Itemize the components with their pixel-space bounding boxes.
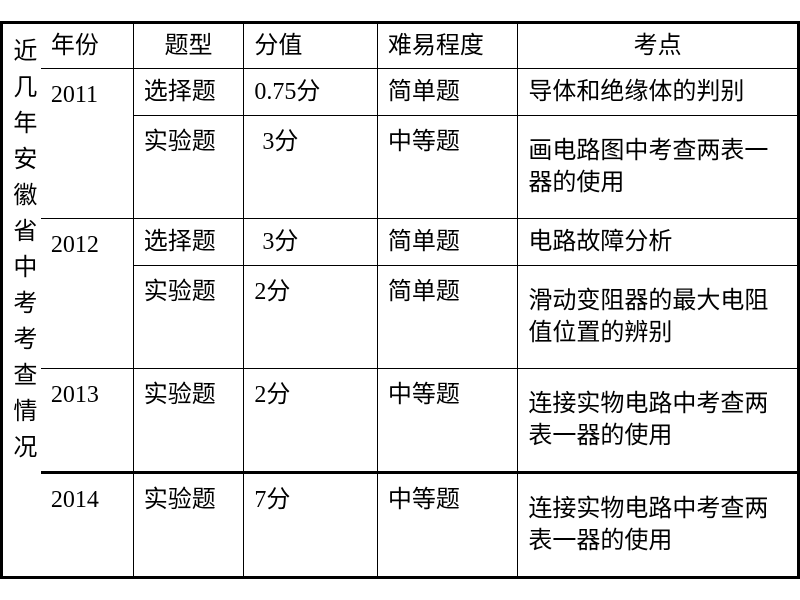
table-row: 2014 实验题 7分 中等题 连接实物电路中考查两表一器的使用 [41, 473, 797, 577]
cell-diff: 简单题 [377, 266, 517, 369]
table-row: 2012 选择题 3分 简单题 电路故障分析 [41, 219, 797, 266]
table-row: 2011 选择题 0.75分 简单题 导体和绝缘体的判别 [41, 69, 797, 116]
col-header-year: 年份 [41, 24, 133, 69]
cell-diff: 中等题 [377, 369, 517, 473]
table-vertical-title-cell: 近几年安徽省中考考查情况 [3, 24, 41, 576]
table-header-row: 年份 题型 分值 难易程度 考点 [41, 24, 797, 69]
cell-score: 3分 [244, 116, 378, 219]
cell-year: 2012 [41, 219, 133, 369]
cell-score: 2分 [244, 266, 378, 369]
cell-score: 0.75分 [244, 69, 378, 116]
cell-topic: 滑动变阻器的最大电阻值位置的辨别 [518, 266, 797, 369]
exam-history-table: 年份 题型 分值 难易程度 考点 2011 选择题 0.75分 简单题 导体和绝… [41, 24, 797, 576]
exam-history-table-frame: 近几年安徽省中考考查情况 年份 题型 分值 难易程度 考点 2011 选择题 0… [0, 21, 800, 579]
cell-type: 实验题 [133, 266, 244, 369]
col-header-diff: 难易程度 [377, 24, 517, 69]
table-row: 实验题 2分 简单题 滑动变阻器的最大电阻值位置的辨别 [41, 266, 797, 369]
cell-diff: 中等题 [377, 116, 517, 219]
col-header-topic: 考点 [518, 24, 797, 69]
col-header-score: 分值 [244, 24, 378, 69]
cell-type: 实验题 [133, 473, 244, 577]
cell-year: 2011 [41, 69, 133, 219]
col-header-type: 题型 [133, 24, 244, 69]
cell-type: 选择题 [133, 69, 244, 116]
cell-topic: 连接实物电路中考查两表一器的使用 [518, 473, 797, 577]
cell-type: 选择题 [133, 219, 244, 266]
cell-year: 2014 [41, 473, 133, 577]
cell-type: 实验题 [133, 369, 244, 473]
cell-topic: 电路故障分析 [518, 219, 797, 266]
cell-topic: 画电路图中考查两表一器的使用 [518, 116, 797, 219]
cell-score: 2分 [244, 369, 378, 473]
table-row: 2013 实验题 2分 中等题 连接实物电路中考查两表一器的使用 [41, 369, 797, 473]
cell-score: 3分 [244, 219, 378, 266]
cell-score: 7分 [244, 473, 378, 577]
table-row: 实验题 3分 中等题 画电路图中考查两表一器的使用 [41, 116, 797, 219]
cell-year: 2013 [41, 369, 133, 473]
cell-type: 实验题 [133, 116, 244, 219]
cell-topic: 连接实物电路中考查两表一器的使用 [518, 369, 797, 473]
table-vertical-title: 近几年安徽省中考考查情况 [10, 38, 34, 470]
cell-diff: 简单题 [377, 69, 517, 116]
cell-topic: 导体和绝缘体的判别 [518, 69, 797, 116]
cell-diff: 简单题 [377, 219, 517, 266]
cell-diff: 中等题 [377, 473, 517, 577]
